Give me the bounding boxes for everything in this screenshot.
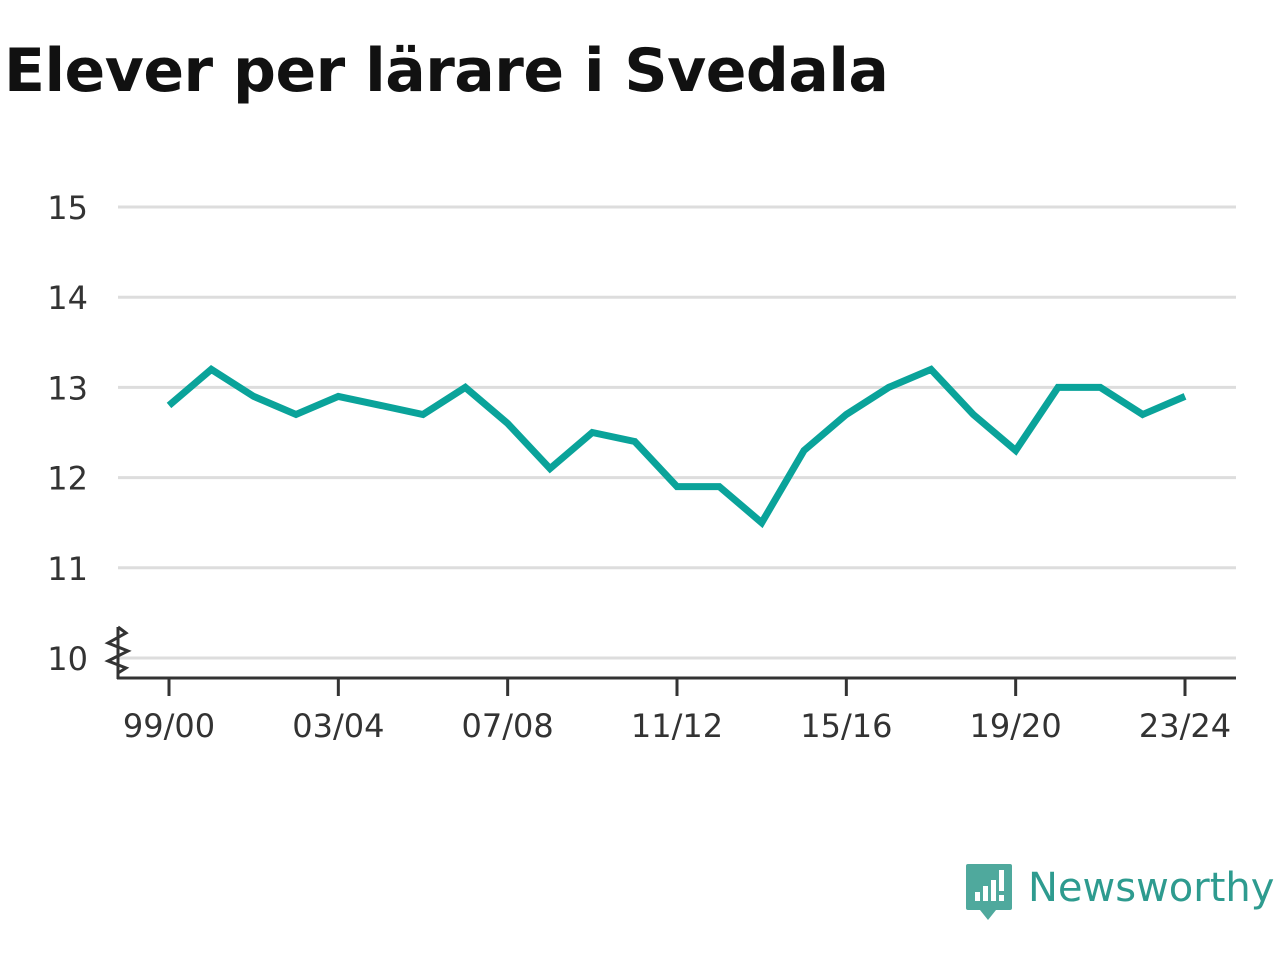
newsworthy-logo-icon [966, 864, 1012, 920]
x-axis-ticks: 99/00 03/04 07/08 11/12 15/16 19/20 23/24 [123, 678, 1231, 745]
y-tick-label: 15 [47, 189, 88, 227]
x-tick-label: 03/04 [292, 707, 384, 745]
y-tick-label: 14 [47, 279, 88, 317]
axes [104, 625, 1236, 680]
y-tick-label: 10 [47, 640, 88, 678]
brand-name: Newsworthy [1028, 865, 1275, 911]
series-line [166, 365, 1187, 529]
x-tick-label: 99/00 [123, 707, 215, 745]
y-axis-tick-labels: 10 11 12 13 14 15 [47, 189, 88, 678]
chart-title: Elever per lärare i Svedala [4, 36, 889, 106]
y-axis-break-icon [104, 625, 132, 675]
x-tick-label: 15/16 [800, 707, 892, 745]
newsworthy-logo: Newsworthy [964, 862, 1274, 926]
y-tick-label: 11 [47, 550, 88, 588]
x-tick-label: 19/20 [970, 707, 1062, 745]
x-tick-label: 23/24 [1139, 707, 1231, 745]
gridlines [118, 205, 1236, 660]
y-tick-label: 13 [47, 369, 88, 407]
x-tick-label: 11/12 [631, 707, 723, 745]
x-tick-label: 07/08 [462, 707, 554, 745]
y-tick-label: 12 [47, 460, 88, 498]
series [166, 365, 1187, 529]
